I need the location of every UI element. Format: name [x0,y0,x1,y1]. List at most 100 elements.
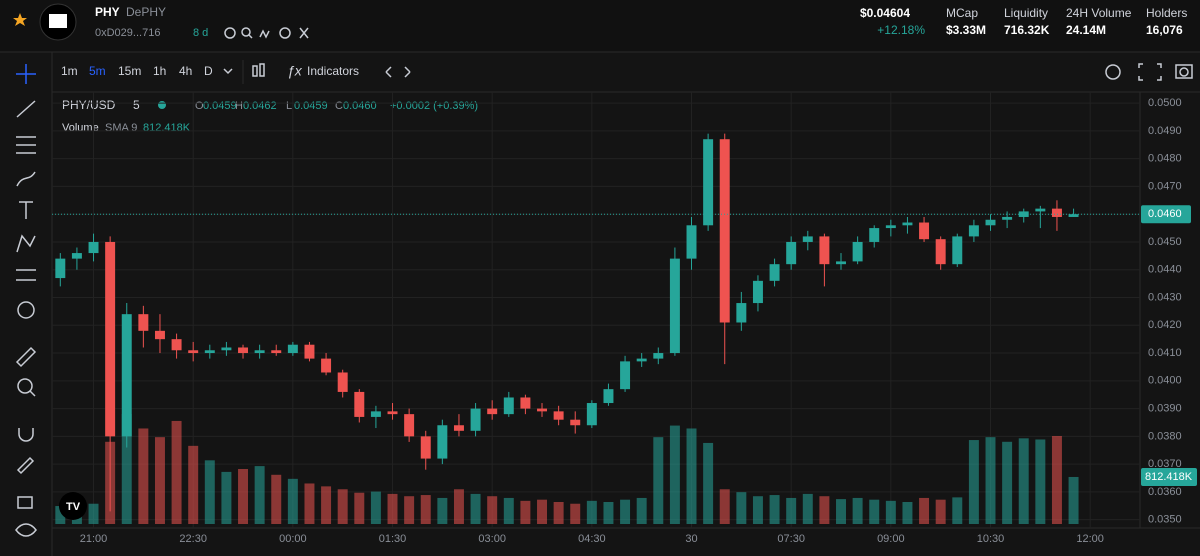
volume-bar [287,478,298,524]
volume-bar [437,497,448,524]
volume-bar [885,500,896,524]
volume-bar [819,496,830,524]
interval-button[interactable]: 1m [61,64,78,78]
volume-bar [55,506,66,524]
volume-bar [669,425,680,524]
settings-icons[interactable] [1105,63,1193,81]
chart-type-button[interactable] [252,63,265,77]
interval-button[interactable]: 1h [153,64,166,78]
interval-buttons[interactable]: 1m 5m 15m 1h 4h D [61,64,213,78]
x-tick-label: 22:30 [179,533,207,545]
y-tick-label: 0.0400 [1148,375,1182,387]
candle-body [669,258,680,354]
candle-body [204,350,215,354]
volume-bar [404,496,415,524]
ohlc-key: L [286,100,292,112]
price-change: +12.18% [877,23,925,37]
candle-body [254,350,265,354]
undo-redo[interactable] [385,66,411,78]
chevron[interactable] [223,68,233,75]
candle-body [885,225,896,229]
candle-body [620,361,631,390]
volume-bar [836,499,846,524]
volume-bar [88,503,99,524]
candle-body [221,347,232,351]
stat-label: MCap [946,6,978,20]
x-tick-label: 07:30 [777,533,805,545]
interval-button[interactable]: 5m [89,64,106,78]
candle-body [287,344,298,354]
volume-bar [752,496,763,524]
volume-bar [736,492,747,524]
candle-body [387,411,398,415]
candle-body [337,372,348,392]
candle-body [1035,208,1046,212]
status-dot [158,101,166,109]
volume-bar [154,437,165,524]
legend-change: +0.0002 (+0.39%) [390,100,478,112]
candle-body [802,236,813,242]
candle-body [1051,208,1062,217]
stat-value: 16,076 [1146,23,1183,37]
volume-bar [503,497,514,524]
token-name: PHY [95,5,120,19]
ohlc-value: 0.0459 [294,100,328,112]
stat-value: $3.33M [946,23,986,37]
volume-bar [453,489,464,524]
tv-logo-text: TV [66,501,81,513]
x-tick-label: 10:30 [977,533,1005,545]
y-tick-label: 0.0500 [1148,97,1182,109]
volume-bar [337,489,348,524]
candle-body [935,239,946,265]
volume-bar [719,489,730,524]
token-address[interactable]: 0xD029...716 [95,27,160,39]
interval-button[interactable]: 4h [179,64,192,78]
candle-body [1002,216,1013,220]
x-tick-label: 03:00 [478,533,506,545]
volume-bar [636,497,647,524]
candle-body [537,408,547,412]
candle-body [88,241,99,254]
volume-bar [238,469,249,524]
volume-bar [204,460,215,524]
logo-mark [49,14,67,28]
interval-button[interactable]: D [204,64,213,78]
candle-body [55,258,66,279]
y-tick-label: 0.0420 [1148,319,1182,331]
x-tick-label: 00:00 [279,533,307,545]
volume-bar [304,483,315,524]
volume-bar [138,428,149,524]
candle-body [786,241,797,265]
candle-body [819,236,830,265]
interval-button[interactable]: 15m [118,64,141,78]
candle-body [1068,214,1079,217]
volume-bar [487,496,498,524]
price: $0.04604 [860,6,910,20]
volume-bar [1051,436,1062,524]
interval: 5 [133,98,140,112]
sma-value: 812.418K [143,122,191,134]
volume-bar [703,442,714,524]
social-icons[interactable] [224,27,309,39]
last-price-box [1141,205,1191,224]
volume-bar [686,428,697,524]
volume-bar [1018,438,1029,524]
volume-bar [354,492,365,524]
volume-bar [520,500,531,524]
indicators-button[interactable]: Indicators [307,64,359,78]
volume-bar [221,471,232,524]
volume-bar [802,493,813,524]
candle-body [470,408,481,431]
y-tick-label: 0.0430 [1148,291,1182,303]
ohlc-value: 0.0459 [203,100,237,112]
stat-label: 24H Volume [1066,6,1132,20]
ohlc-key: O [195,100,204,112]
candle-body [736,303,747,323]
volume-bar [653,437,664,524]
candle-body [238,347,249,354]
drawing-tools[interactable] [15,64,37,537]
volume-bar [570,503,581,524]
favorite-star[interactable] [13,13,27,26]
